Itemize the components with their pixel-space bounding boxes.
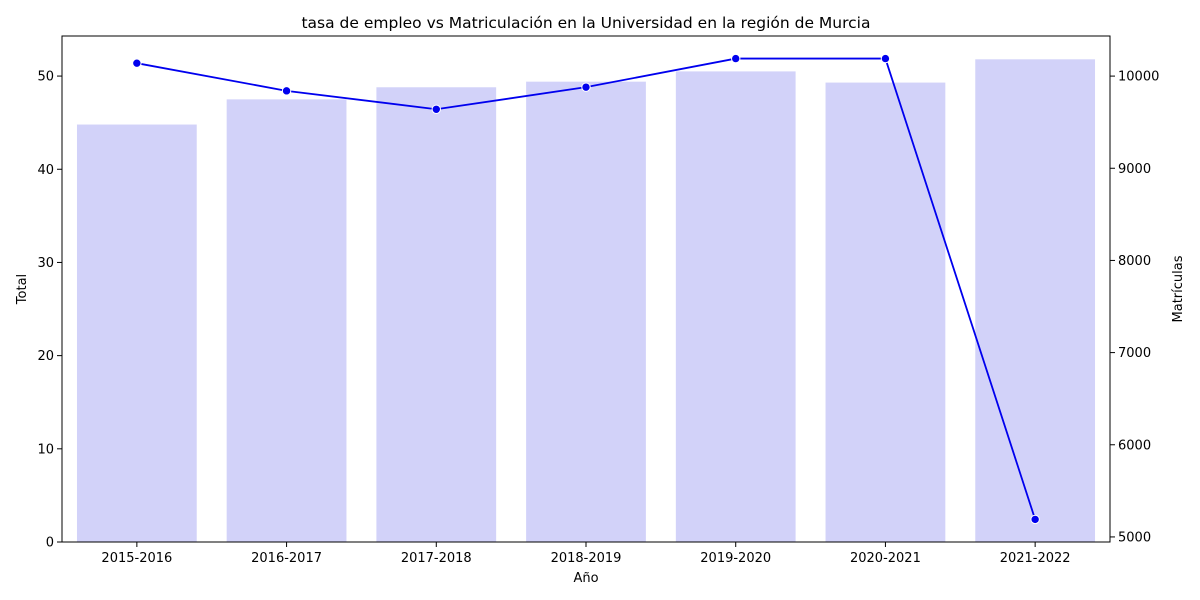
- line-point-2015-2016: [132, 58, 142, 68]
- line-point-2016-2017: [281, 86, 292, 96]
- y2-tick-label: 10000: [1118, 70, 1159, 85]
- y-axis-label: Total: [15, 274, 30, 305]
- y-tick-label: 10: [37, 442, 54, 457]
- bar-2019-2020: [675, 71, 796, 543]
- line-point-2017-2018: [431, 104, 441, 114]
- bar-2020-2021: [825, 82, 946, 542]
- y2-tick-label: 9000: [1118, 162, 1151, 177]
- y2-tick-label: 5000: [1118, 530, 1151, 545]
- y-tick-label: 50: [37, 70, 54, 85]
- y2-tick-label: 8000: [1118, 254, 1151, 269]
- line-point-2018-2019: [581, 82, 591, 92]
- axes-layer: 2015-2016 2016-2017 2017-2018 2018-2019 2019…: [37, 35, 1159, 566]
- x-axis-label: Año: [573, 571, 598, 586]
- bar-2015-2016: [76, 124, 197, 542]
- x-tick-label: 2017-2018: [401, 551, 472, 566]
- y2-tick-label: 7000: [1118, 346, 1151, 361]
- x-tick-label: 2019-2020: [700, 551, 771, 566]
- y-tick-label: 0: [46, 536, 54, 551]
- bar-2021-2022: [975, 59, 1096, 542]
- x-tick-label: 2021-2022: [1000, 551, 1071, 566]
- bars-layer: [76, 59, 1096, 543]
- x-tick-label: 2015-2016: [101, 551, 172, 566]
- y-tick-label: 20: [37, 349, 54, 364]
- y-tick-label: 40: [37, 163, 54, 178]
- bar-2017-2018: [376, 87, 497, 542]
- bar-2016-2017: [226, 99, 347, 542]
- x-tick-label: 2018-2019: [551, 551, 622, 566]
- x-tick-label: 2020-2021: [850, 551, 921, 566]
- x-tick-label: 2016-2017: [251, 551, 322, 566]
- y-tick-label: 30: [37, 256, 54, 271]
- line-point-2021-2022: [1030, 514, 1040, 525]
- y2-axis-label: Matrículas: [1171, 255, 1186, 322]
- y2-tick-label: 6000: [1118, 438, 1151, 453]
- bar-2018-2019: [526, 81, 646, 543]
- chart-title: tasa de empleo vs Matriculación en la Un…: [301, 14, 870, 32]
- line-point-2020-2021: [880, 53, 891, 64]
- line-point-2019-2020: [731, 53, 741, 64]
- line-layer: [132, 53, 1040, 525]
